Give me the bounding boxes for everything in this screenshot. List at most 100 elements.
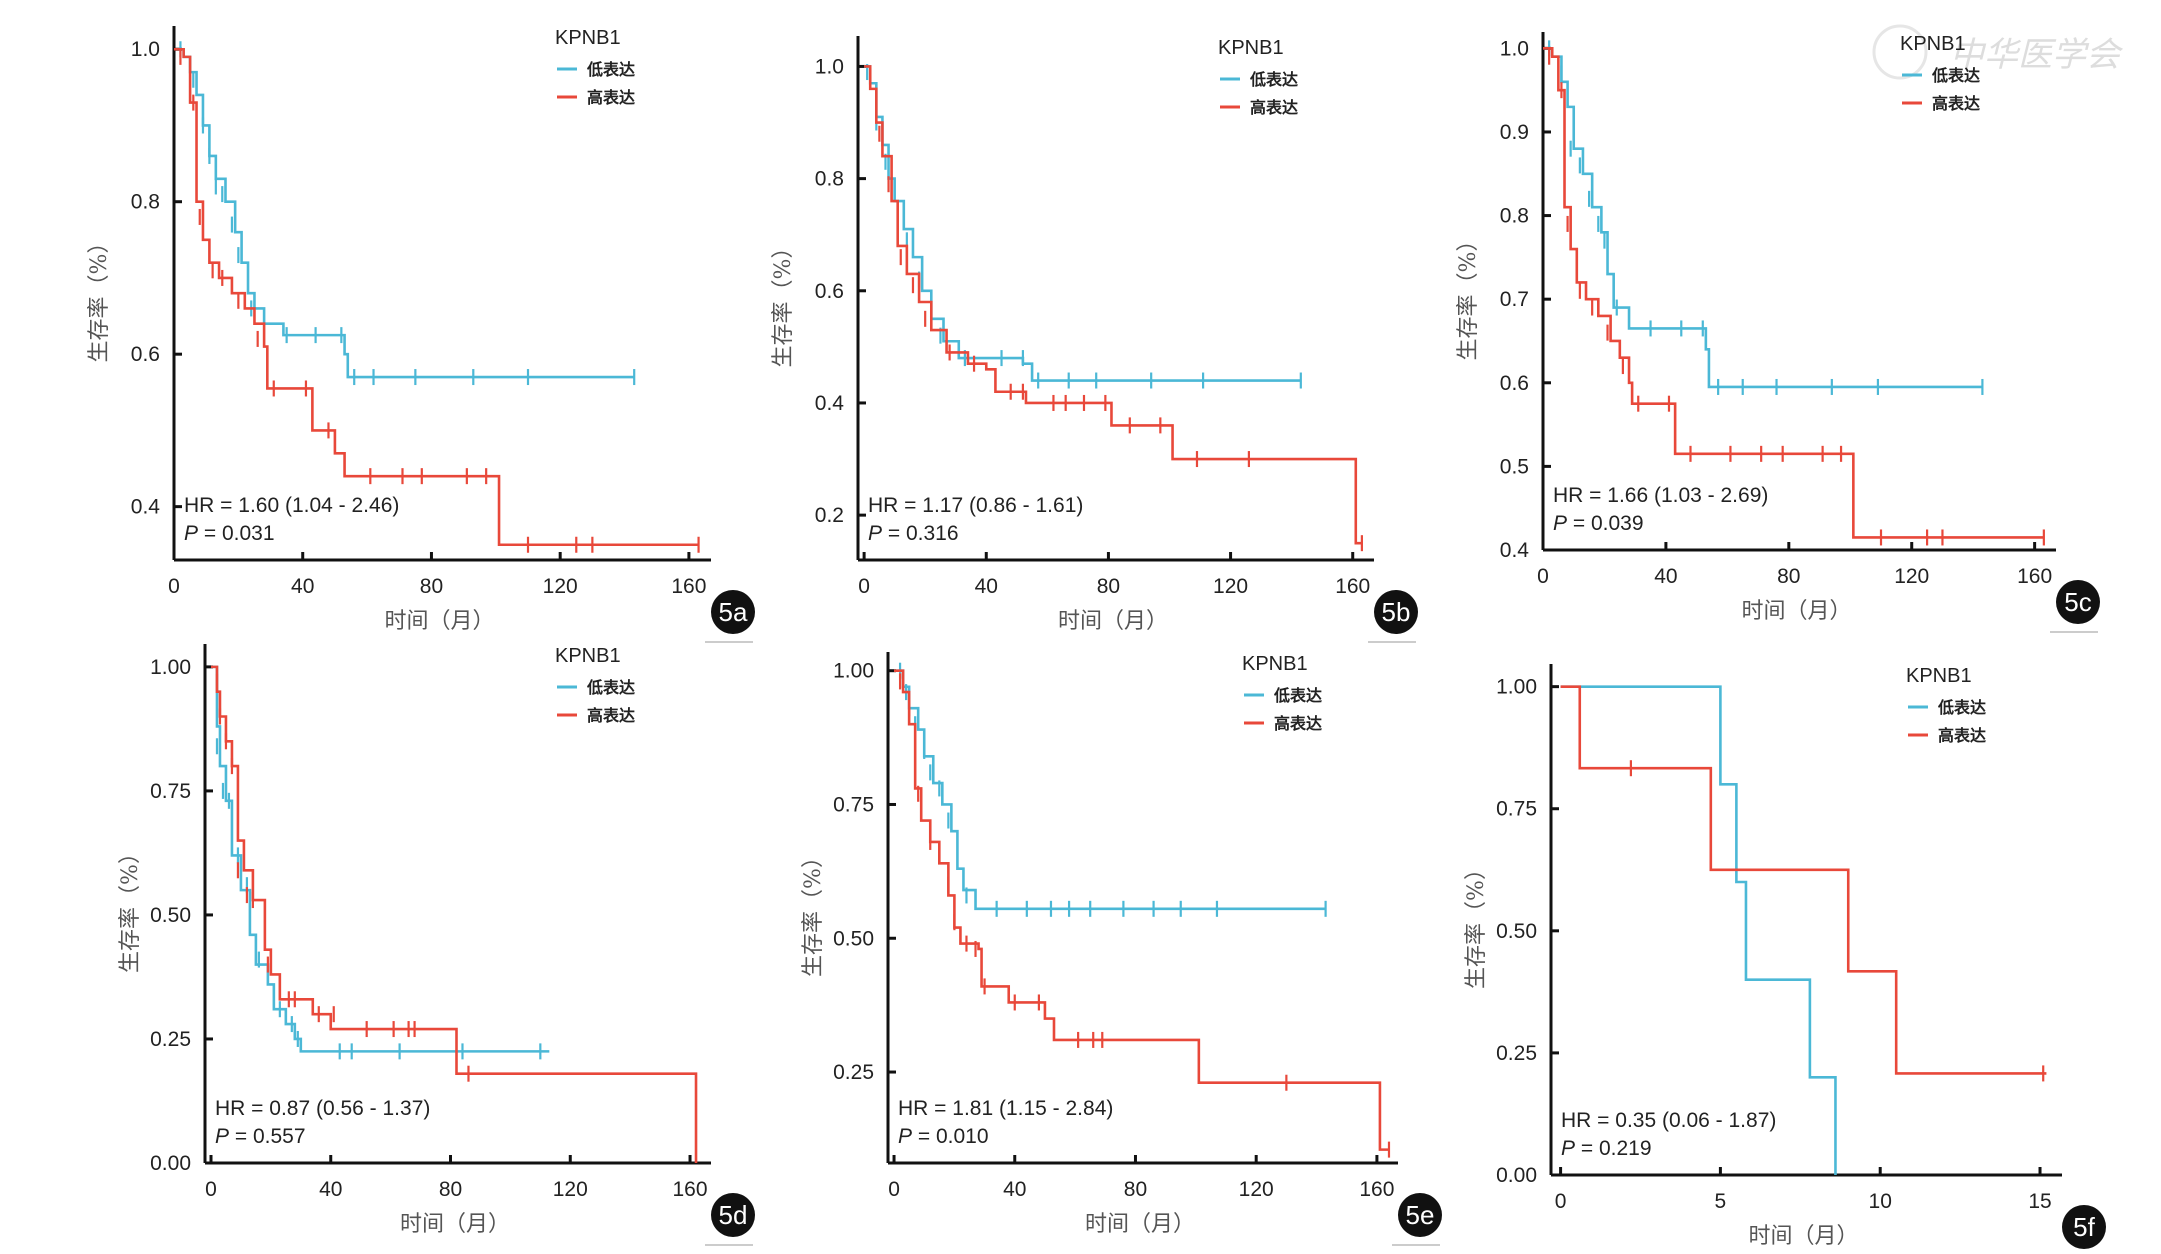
hazard-ratio-text: HR = 1.17 (0.86 - 1.61) [868, 494, 1083, 517]
y-axis-title: 生存率（%） [1456, 230, 1481, 361]
legend-label-low: 低表达 [1931, 66, 1980, 85]
x-tick-label: 40 [319, 1178, 342, 1201]
legend-label-high: 高表达 [1932, 94, 1980, 113]
legend-label-high: 高表达 [1938, 726, 1986, 745]
y-axis-title: 生存率（%） [771, 237, 796, 368]
y-tick-label: 0.8 [1500, 205, 1529, 228]
panel-badge [711, 590, 755, 634]
x-tick-label: 10 [1869, 1190, 1892, 1213]
x-tick-label: 120 [543, 575, 578, 598]
y-tick-label: 0.75 [833, 793, 874, 816]
survival-curve-high [174, 47, 699, 547]
y-tick-label: 0.2 [815, 504, 844, 527]
p-value-text: P = 0.557 [215, 1125, 306, 1148]
panel-badge-label: 5e [1406, 1200, 1435, 1230]
legend-title: KPNB1 [1242, 653, 1308, 675]
y-axis-title: 生存率（%） [801, 846, 826, 977]
y-tick-label: 0.5 [1500, 455, 1529, 478]
hazard-ratio-text: HR = 1.66 (1.03 - 2.69) [1553, 484, 1768, 507]
x-tick-label: 40 [291, 575, 314, 598]
p-value: = 0.557 [229, 1125, 305, 1148]
legend-label-low: 低表达 [1249, 70, 1298, 89]
x-tick-label: 160 [2017, 565, 2052, 588]
y-axis-title: 生存率（%） [87, 232, 112, 363]
hazard-ratio-text: HR = 0.87 (0.56 - 1.37) [215, 1097, 430, 1120]
y-tick-label: 0.50 [1496, 920, 1537, 943]
p-value: = 0.316 [882, 522, 958, 545]
p-value-text: P = 0.010 [898, 1125, 989, 1148]
p-symbol: P [1561, 1137, 1575, 1160]
legend-label-low: 低表达 [586, 678, 635, 697]
y-tick-label: 0.6 [1500, 372, 1529, 395]
legend-title: KPNB1 [1218, 37, 1284, 59]
y-tick-label: 0.50 [150, 904, 191, 927]
y-axis-title: 生存率（%） [118, 842, 143, 973]
x-tick-label: 40 [975, 575, 998, 598]
p-symbol: P [184, 522, 198, 545]
legend-label-high: 高表达 [587, 88, 635, 107]
x-tick-label: 0 [858, 575, 870, 598]
x-tick-label: 15 [2028, 1190, 2051, 1213]
y-tick-label: 0.9 [1500, 121, 1529, 144]
survival-curve-low [174, 47, 635, 379]
x-tick-label: 80 [1097, 575, 1120, 598]
survival-curve-high [1560, 685, 2047, 1075]
hazard-ratio-text: HR = 1.81 (1.15 - 2.84) [898, 1097, 1113, 1120]
x-tick-label: 40 [1654, 565, 1677, 588]
p-value-text: P = 0.219 [1561, 1137, 1652, 1160]
panel-badge-label: 5c [2064, 587, 2091, 617]
x-tick-label: 160 [1359, 1178, 1394, 1201]
km-panel-5a: 0.4 0.6 0.8 1.0 0 40 80 120 160 时间（月） 生存率（%） KPNB1 低… [87, 26, 755, 643]
survival-curve-high [210, 665, 698, 1163]
hazard-ratio-text: HR = 0.35 (0.06 - 1.87) [1561, 1109, 1776, 1132]
y-tick-label: 0.25 [833, 1061, 874, 1084]
x-axis-title: 时间（月） [1748, 1224, 1858, 1249]
x-tick-label: 80 [1777, 565, 1800, 588]
legend-title: KPNB1 [1900, 33, 1966, 55]
y-tick-label: 1.00 [833, 660, 874, 683]
x-tick-label: 120 [553, 1178, 588, 1201]
survival-curve-low [894, 669, 1326, 911]
x-tick-label: 160 [1335, 575, 1370, 598]
survival-curve-high [864, 65, 1362, 545]
km-panel-5d: 0.00 0.25 0.50 0.75 1.00 0 40 80 120 160 时间（月） 生存率（… [118, 644, 755, 1246]
x-axis-title: 时间（月） [1741, 599, 1851, 624]
watermark-seal-icon [1872, 24, 1928, 80]
x-tick-label: 80 [1124, 1178, 1147, 1201]
y-tick-label: 0.25 [150, 1028, 191, 1051]
survival-curve-high [894, 669, 1389, 1151]
p-value-text: P = 0.039 [1553, 512, 1644, 535]
legend-title: KPNB1 [555, 27, 621, 49]
p-symbol: P [215, 1125, 229, 1148]
x-axis-title: 时间（月） [384, 609, 494, 634]
p-value: = 0.031 [198, 522, 274, 545]
km-panel-5c: 0.4 0.5 0.6 0.7 0.8 0.9 1.0 0 40 80 120 160 时间（月） 生存率… [1456, 32, 2100, 633]
x-tick-label: 120 [1894, 565, 1929, 588]
y-tick-label: 0.00 [150, 1152, 191, 1175]
panel-badge [1374, 590, 1418, 634]
p-value: = 0.010 [912, 1125, 988, 1148]
legend-title: KPNB1 [555, 645, 621, 667]
survival-curve-high [1543, 47, 2044, 539]
survival-curve-low [864, 65, 1301, 382]
x-tick-label: 80 [420, 575, 443, 598]
y-tick-label: 0.8 [815, 168, 844, 191]
legend-label-high: 高表达 [1274, 714, 1322, 733]
y-tick-label: 0.4 [1500, 539, 1530, 562]
p-value: = 0.219 [1575, 1137, 1651, 1160]
x-tick-label: 5 [1715, 1190, 1727, 1213]
y-tick-label: 1.0 [815, 55, 844, 78]
y-axis-title: 生存率（%） [1464, 858, 1489, 989]
km-panel-5f: 0.00 0.25 0.50 0.75 1.00 0 5 10 15 时间（月） 生存率（%） KPN… [1464, 664, 2106, 1249]
legend-label-high: 高表达 [1250, 98, 1298, 117]
y-tick-label: 0.50 [833, 927, 874, 950]
x-tick-label: 160 [673, 1178, 708, 1201]
x-tick-label: 0 [1537, 565, 1549, 588]
x-tick-label: 0 [168, 575, 180, 598]
y-tick-label: 0.4 [815, 392, 845, 415]
p-symbol: P [868, 522, 882, 545]
y-tick-label: 0.6 [131, 343, 160, 366]
legend-label-low: 低表达 [586, 60, 635, 79]
x-axis-title: 时间（月） [1058, 609, 1168, 634]
